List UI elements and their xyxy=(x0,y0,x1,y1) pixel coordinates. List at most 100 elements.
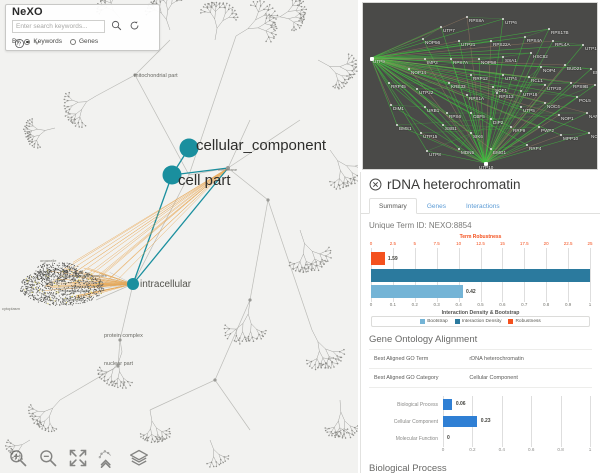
network-node[interactable] xyxy=(457,147,461,151)
network-node[interactable] xyxy=(423,57,427,61)
radio-genes[interactable] xyxy=(69,38,76,45)
search-icon[interactable] xyxy=(109,20,123,33)
network-node[interactable] xyxy=(519,89,523,93)
network-node[interactable] xyxy=(569,81,573,85)
network-node[interactable] xyxy=(537,125,541,129)
bar-value-bootstrap: 0.42 xyxy=(465,289,476,295)
network-node[interactable] xyxy=(469,73,473,77)
network-node[interactable] xyxy=(575,95,579,99)
reset-icon[interactable] xyxy=(128,20,142,33)
network-node[interactable] xyxy=(421,37,425,41)
network-node[interactable] xyxy=(557,113,561,117)
search-input[interactable] xyxy=(12,20,105,33)
tab-interactions[interactable]: Interactions xyxy=(465,203,500,210)
network-node[interactable] xyxy=(439,25,443,29)
network-node[interactable] xyxy=(529,51,533,55)
network-node[interactable] xyxy=(489,117,493,121)
fit-screen-icon[interactable] xyxy=(68,448,88,468)
network-node[interactable] xyxy=(501,73,505,77)
network-node[interactable] xyxy=(489,39,493,43)
network-node[interactable] xyxy=(509,125,513,129)
zoom-out-icon[interactable] xyxy=(38,448,58,468)
network-node[interactable] xyxy=(551,39,555,43)
network-node[interactable] xyxy=(469,131,473,135)
gridline xyxy=(443,430,444,447)
network-node[interactable] xyxy=(465,93,469,97)
network-node[interactable] xyxy=(495,91,499,95)
robustness-chart: Term Robustness 0 2.5 5 7.5 10 12.5 15 17.5 20 22… xyxy=(370,234,593,316)
network-node[interactable] xyxy=(369,56,374,61)
network-node[interactable] xyxy=(525,143,529,147)
density-tick: 0.1 xyxy=(389,302,397,307)
network-gene-label: KRI xyxy=(597,86,598,91)
network-node[interactable] xyxy=(419,131,423,135)
collapse-tree-icon[interactable] xyxy=(98,448,118,468)
network-node[interactable] xyxy=(559,133,563,137)
network-node[interactable] xyxy=(585,111,589,115)
network-node[interactable] xyxy=(477,57,481,61)
network-node[interactable] xyxy=(465,15,469,19)
go-bar-cellular-component[interactable] xyxy=(443,416,477,427)
tab-genes[interactable]: Genes xyxy=(426,203,446,210)
network-node[interactable] xyxy=(489,147,493,151)
network-node[interactable] xyxy=(445,111,449,115)
network-node[interactable] xyxy=(539,65,543,69)
network-node[interactable] xyxy=(469,111,473,115)
legend-item-bootstrap[interactable]: Bootstrap xyxy=(420,319,448,324)
ontology-tree-panel[interactable]: cellular_component cell part intracellul… xyxy=(0,0,358,473)
network-node[interactable] xyxy=(527,75,531,79)
gridline xyxy=(501,430,503,447)
ontology-tree-graph[interactable] xyxy=(0,0,358,473)
network-node[interactable] xyxy=(387,81,391,85)
close-circle-icon[interactable] xyxy=(369,178,382,191)
network-node[interactable] xyxy=(423,105,427,109)
network-node[interactable] xyxy=(447,81,451,85)
network-node[interactable] xyxy=(563,63,567,67)
network-node[interactable] xyxy=(491,85,495,89)
network-node[interactable] xyxy=(389,103,393,107)
search-row: ? xyxy=(12,20,156,49)
network-node[interactable] xyxy=(587,131,591,135)
legend-item-interaction-density[interactable]: Interaction Density xyxy=(454,319,501,324)
radio-keywords[interactable] xyxy=(24,38,31,45)
network-node[interactable] xyxy=(415,87,419,91)
radio-keywords-label[interactable]: Keywords xyxy=(33,38,62,45)
go-bar-value: 0 xyxy=(447,435,450,441)
biological-process-heading: Biological Process xyxy=(361,458,600,473)
go-bar-value: 0.06 xyxy=(455,401,466,407)
gene-interaction-network[interactable]: UTP9 UTP10 RPS8A UTP6 UTP7 NOP56 UTP21 RPS22A RP… xyxy=(362,2,598,170)
zoom-in-icon[interactable] xyxy=(8,448,28,468)
network-node[interactable] xyxy=(441,123,445,127)
help-icon[interactable]: ? xyxy=(12,38,26,51)
layers-icon[interactable] xyxy=(128,448,148,468)
network-node[interactable] xyxy=(449,57,453,61)
network-node[interactable] xyxy=(581,43,585,47)
table-row: Best Aligned GO Term rDNA heterochromati… xyxy=(369,350,592,369)
network-node[interactable] xyxy=(501,55,505,59)
collapse-icon[interactable] xyxy=(30,38,44,51)
network-node[interactable] xyxy=(543,101,547,105)
bar-bootstrap[interactable] xyxy=(371,285,463,298)
legend-swatch-bootstrap xyxy=(420,319,426,324)
network-node[interactable] xyxy=(519,105,523,109)
network-node[interactable] xyxy=(457,39,461,43)
network-node[interactable] xyxy=(589,67,593,71)
gridline xyxy=(472,430,474,447)
network-node[interactable] xyxy=(483,161,488,166)
legend-item-robustness[interactable]: Robustness xyxy=(508,319,541,324)
network-node[interactable] xyxy=(543,83,547,87)
bar-robustness[interactable] xyxy=(371,252,385,265)
go-alignment-ticks: 0 0.2 0.4 0.6 0.8 1 xyxy=(442,447,592,455)
go-bar-biological-process[interactable] xyxy=(443,399,452,410)
network-node[interactable] xyxy=(547,27,551,31)
network-node[interactable] xyxy=(501,17,505,21)
network-node[interactable] xyxy=(593,83,597,87)
tab-summary[interactable]: Summary xyxy=(369,198,417,214)
radio-genes-label[interactable]: Genes xyxy=(78,38,99,45)
network-node[interactable] xyxy=(523,35,527,39)
network-node[interactable] xyxy=(407,67,411,71)
network-node[interactable] xyxy=(425,149,429,153)
network-node[interactable] xyxy=(395,123,399,127)
bar-interaction-density[interactable] xyxy=(371,269,590,282)
term-detail-panel: rDNA heterochromatin Summary Genes Inter… xyxy=(360,172,600,473)
